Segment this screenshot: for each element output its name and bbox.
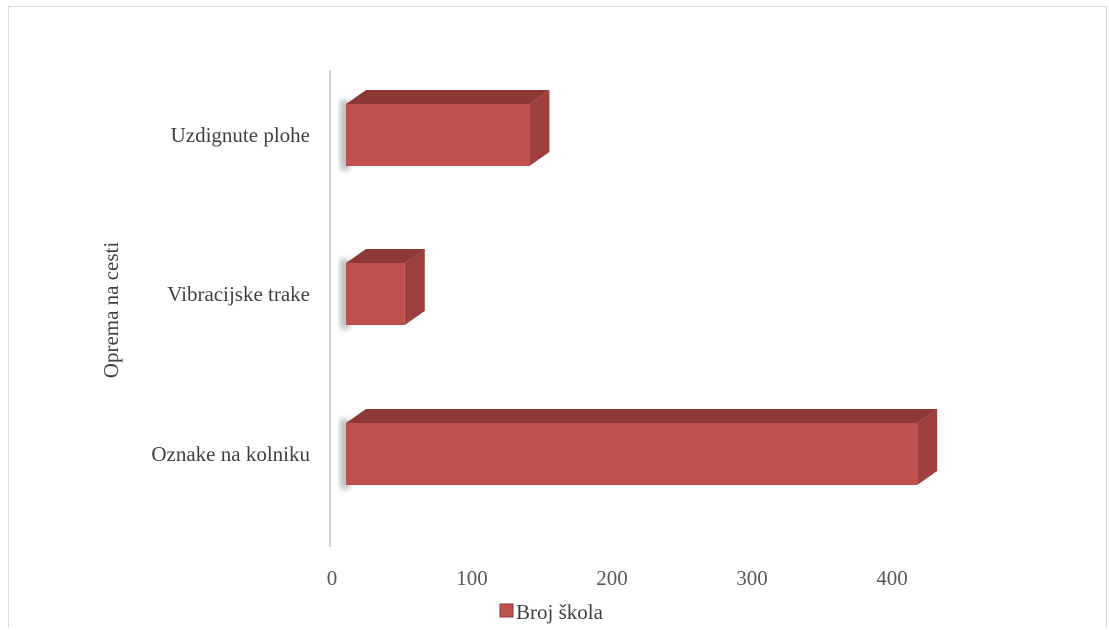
legend: Broj škola xyxy=(499,600,604,624)
category-label: Uzdignute plohe xyxy=(171,123,310,147)
bar-top-face xyxy=(346,90,550,104)
y-axis-title: Oprema na cesti xyxy=(99,242,123,379)
bar-shadow xyxy=(340,100,350,170)
bar-shadow xyxy=(340,419,350,489)
bar-3 xyxy=(340,90,550,170)
x-tick-labels: 0 100 200 300 400 xyxy=(327,566,908,590)
x-tick-label: 0 xyxy=(327,566,338,590)
legend-label: Broj škola xyxy=(516,600,604,624)
x-tick-label: 200 xyxy=(596,566,628,590)
category-label: Oznake na kolniku xyxy=(151,442,310,466)
bar-top-face xyxy=(346,249,425,263)
x-tick-label: 100 xyxy=(456,566,488,590)
bar-side-face xyxy=(917,409,938,485)
x-tick-label: 300 xyxy=(736,566,768,590)
bars-group xyxy=(340,90,938,489)
bar-side-face xyxy=(404,249,425,325)
category-labels: Oznake na kolniku Vibracijske trake Uzdign… xyxy=(151,123,310,466)
bar-1 xyxy=(340,409,938,489)
chart-frame xyxy=(8,6,1107,628)
x-tick-label: 400 xyxy=(876,566,908,590)
bar-top-face xyxy=(346,409,938,423)
bar-front-face xyxy=(346,104,530,166)
bar-shadow xyxy=(340,259,350,329)
bar-front-face xyxy=(346,423,918,485)
bar-front-face xyxy=(346,263,405,325)
bar-side-face xyxy=(529,90,550,166)
bar-2 xyxy=(340,249,425,329)
category-label: Vibracijske trake xyxy=(167,282,310,306)
legend-swatch xyxy=(499,603,514,618)
